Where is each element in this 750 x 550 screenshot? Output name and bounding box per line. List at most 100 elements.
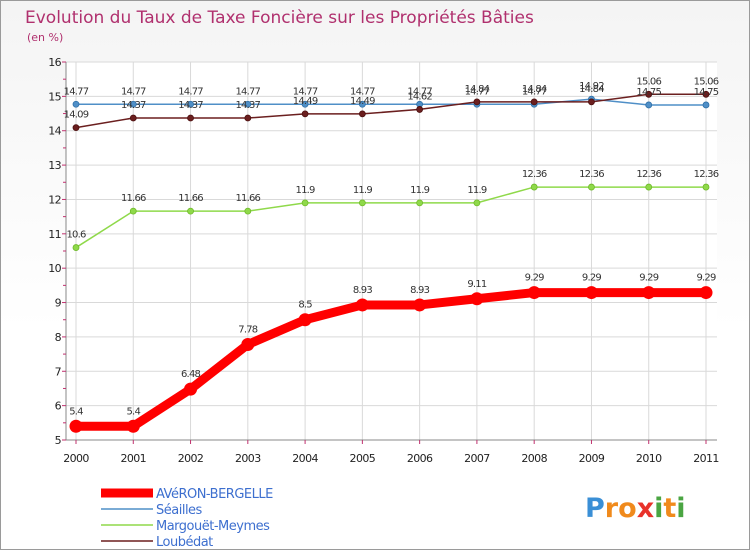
data-point-av-ron-bergelle: [126, 419, 140, 433]
data-point-loub-dat: [588, 98, 595, 106]
data-label-s-ailles: 14.77: [350, 86, 375, 97]
series-line-loub-dat: [75, 93, 706, 129]
data-label-loub-dat: 14.37: [178, 100, 203, 111]
data-point-margou-t-meymes: [244, 207, 252, 215]
data-label-margou-t-meymes: 12.36: [579, 169, 604, 180]
chart-title: Evolution du Taux de Taxe Foncière sur l…: [25, 8, 534, 28]
x-tick-label: 2000: [63, 452, 89, 465]
plot-area: [66, 62, 717, 440]
data-label-margou-t-meymes: 12.36: [694, 169, 719, 180]
data-point-margou-t-meymes: [645, 183, 653, 191]
legend-label-margou-t-meymes: Margouët-Meymes: [156, 519, 270, 534]
data-point-margou-t-meymes: [301, 199, 309, 207]
data-label-loub-dat: 14.37: [235, 100, 260, 111]
data-label-av-ron-bergelle: 5.4: [69, 406, 83, 417]
legend-label-loub-dat: Loubédat: [156, 535, 213, 549]
data-label-loub-dat: 14.62: [407, 91, 432, 102]
data-point-av-ron-bergelle: [298, 313, 312, 327]
logo-letter-x: x: [637, 493, 654, 524]
x-tick-label: 2007: [464, 452, 490, 465]
data-point-margou-t-meymes: [187, 207, 194, 215]
data-point-margou-t-meymes: [129, 207, 137, 215]
data-point-margou-t-meymes: [72, 244, 80, 251]
data-label-margou-t-meymes: 11.9: [353, 185, 373, 196]
data-point-loub-dat: [187, 114, 194, 122]
x-tick-label: 2008: [521, 452, 547, 465]
data-label-s-ailles: 14.77: [64, 86, 89, 97]
axes: 5 6 7 8 9 10 11 12 13 14 15 16 2000 2001 2002 2003 2004 2…: [48, 56, 719, 465]
data-point-loub-dat: [530, 98, 538, 106]
data-label-s-ailles: 14.75: [694, 87, 719, 98]
logo-letter-i2: i: [676, 493, 685, 524]
data-label-margou-t-meymes: 11.66: [121, 193, 146, 204]
data-label-s-ailles: 14.77: [121, 86, 146, 97]
data-label-s-ailles: 14.77: [178, 86, 203, 97]
data-point-loub-dat: [702, 90, 710, 98]
data-label-s-ailles: 14.77: [465, 86, 490, 97]
proxiti-logo: Proxiti: [585, 493, 686, 524]
legend-label-s-ailles: Séailles: [156, 503, 203, 518]
series-line-margou-t-meymes: [75, 186, 706, 249]
data-point-s-ailles: [645, 101, 653, 109]
data-label-av-ron-bergelle: 8.93: [353, 285, 373, 296]
data-point-s-ailles: [358, 100, 366, 108]
data-label-loub-dat: 14.84: [465, 84, 490, 95]
data-label-loub-dat: 14.84: [522, 84, 547, 95]
legend: AVéRON-BERGELLESéaillesMargouët-MeymesLo…: [101, 487, 274, 549]
data-label-av-ron-bergelle: 6.48: [181, 369, 201, 380]
data-label-loub-dat: 15.06: [694, 76, 719, 87]
data-point-loub-dat: [129, 114, 137, 122]
data-point-loub-dat: [301, 110, 309, 118]
x-tick-label: 2003: [235, 452, 261, 465]
data-label-loub-dat: 14.09: [64, 110, 89, 121]
data-point-margou-t-meymes: [358, 199, 366, 207]
logo-letter-i1: i: [654, 493, 663, 524]
y-tick-label: 9: [55, 297, 62, 310]
data-point-av-ron-bergelle: [69, 419, 83, 433]
data-label-av-ron-bergelle: 9.29: [525, 273, 545, 284]
data-point-av-ron-bergelle: [184, 382, 198, 396]
data-label-av-ron-bergelle: 9.29: [639, 273, 659, 284]
data-label-s-ailles: 14.75: [636, 87, 661, 98]
data-point-s-ailles: [187, 100, 194, 108]
data-point-s-ailles: [702, 101, 710, 109]
data-label-s-ailles: 14.77: [293, 86, 318, 97]
data-label-loub-dat: 14.37: [121, 100, 146, 111]
data-point-margou-t-meymes: [530, 183, 538, 191]
data-label-av-ron-bergelle: 7.78: [238, 324, 258, 335]
data-label-av-ron-bergelle: 8.93: [410, 285, 430, 296]
data-point-av-ron-bergelle: [241, 337, 255, 351]
data-label-s-ailles: 14.77: [235, 86, 260, 97]
y-tick-label: 8: [55, 331, 62, 344]
x-tick-label: 2004: [292, 452, 318, 465]
x-tick-label: 2006: [407, 452, 433, 465]
data-label-loub-dat: 15.06: [636, 76, 661, 87]
data-point-loub-dat: [72, 124, 80, 132]
data-point-loub-dat: [416, 106, 424, 113]
logo-letter-t: t: [663, 493, 676, 524]
plot-background: [66, 62, 717, 440]
data-point-margou-t-meymes: [416, 199, 424, 207]
y-tick-label: 7: [55, 365, 62, 378]
data-point-av-ron-bergelle: [355, 298, 369, 312]
series-line-av-ron-bergelle: [76, 288, 706, 431]
logo-letter-r: r: [605, 493, 619, 524]
legend-label-av-ron-bergelle: AVéRON-BERGELLE: [156, 487, 273, 502]
data-point-loub-dat: [358, 110, 366, 118]
x-tick-label: 2005: [350, 452, 376, 465]
data-label-loub-dat: 14.49: [350, 96, 375, 107]
y-tick-label: 14: [48, 125, 61, 138]
data-point-margou-t-meymes: [473, 199, 481, 207]
data-label-margou-t-meymes: 11.9: [410, 185, 430, 196]
chart-unit: (en %): [27, 31, 63, 44]
y-tick-label: 6: [55, 400, 62, 413]
x-tick-label: 2002: [178, 452, 204, 465]
y-tick-label: 16: [48, 56, 61, 69]
data-point-loub-dat: [473, 98, 481, 106]
data-label-loub-dat: 14.84: [579, 84, 604, 95]
data-label-av-ron-bergelle: 5.4: [127, 406, 141, 417]
data-label-margou-t-meymes: 10.6: [66, 230, 86, 241]
data-point-margou-t-meymes: [702, 183, 710, 191]
